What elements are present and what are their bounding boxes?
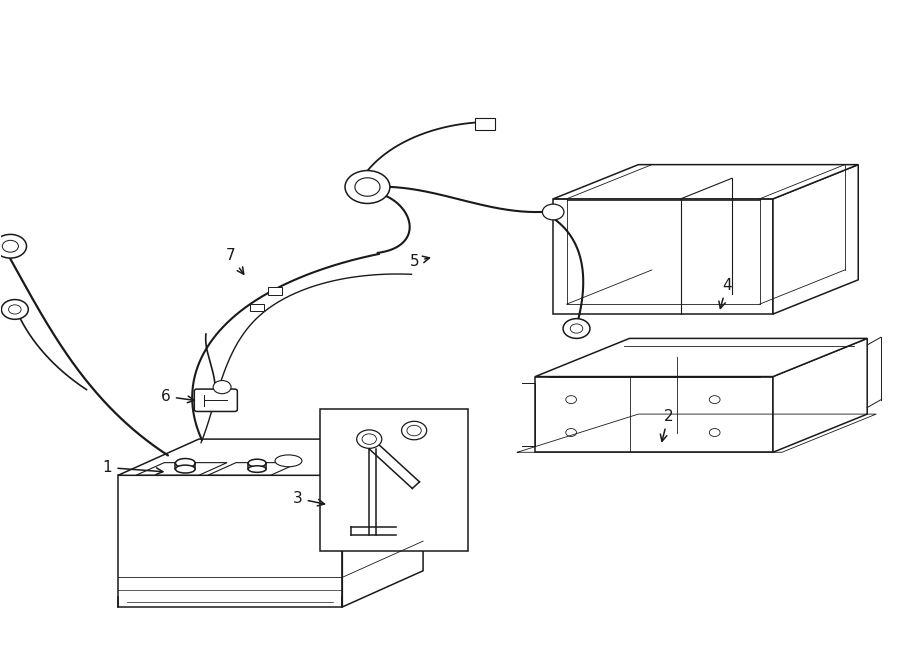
Ellipse shape (176, 459, 195, 468)
Text: 7: 7 (226, 248, 244, 274)
FancyBboxPatch shape (194, 389, 238, 411)
Text: 3: 3 (293, 491, 325, 506)
Circle shape (355, 178, 380, 196)
Polygon shape (118, 475, 342, 607)
Circle shape (345, 171, 390, 204)
Text: 5: 5 (410, 254, 429, 269)
Text: 6: 6 (161, 389, 194, 404)
Polygon shape (773, 338, 868, 452)
Text: 1: 1 (103, 460, 163, 475)
Polygon shape (342, 439, 423, 607)
Polygon shape (536, 377, 773, 452)
Polygon shape (773, 165, 859, 314)
Polygon shape (554, 165, 859, 199)
Polygon shape (554, 199, 773, 314)
Circle shape (401, 421, 427, 440)
Bar (320, 409, 468, 551)
Text: 2: 2 (661, 408, 673, 442)
Ellipse shape (248, 466, 266, 473)
Ellipse shape (248, 459, 266, 467)
Bar (475, 118, 495, 130)
Text: 4: 4 (719, 278, 732, 309)
Bar (268, 287, 283, 295)
Circle shape (356, 430, 382, 448)
Circle shape (2, 299, 28, 319)
Polygon shape (536, 338, 868, 377)
Circle shape (563, 319, 590, 338)
Circle shape (0, 235, 26, 258)
Polygon shape (118, 439, 423, 475)
Ellipse shape (176, 465, 195, 473)
Circle shape (543, 204, 564, 220)
Ellipse shape (275, 455, 302, 467)
Bar (250, 303, 265, 311)
Circle shape (213, 381, 231, 394)
